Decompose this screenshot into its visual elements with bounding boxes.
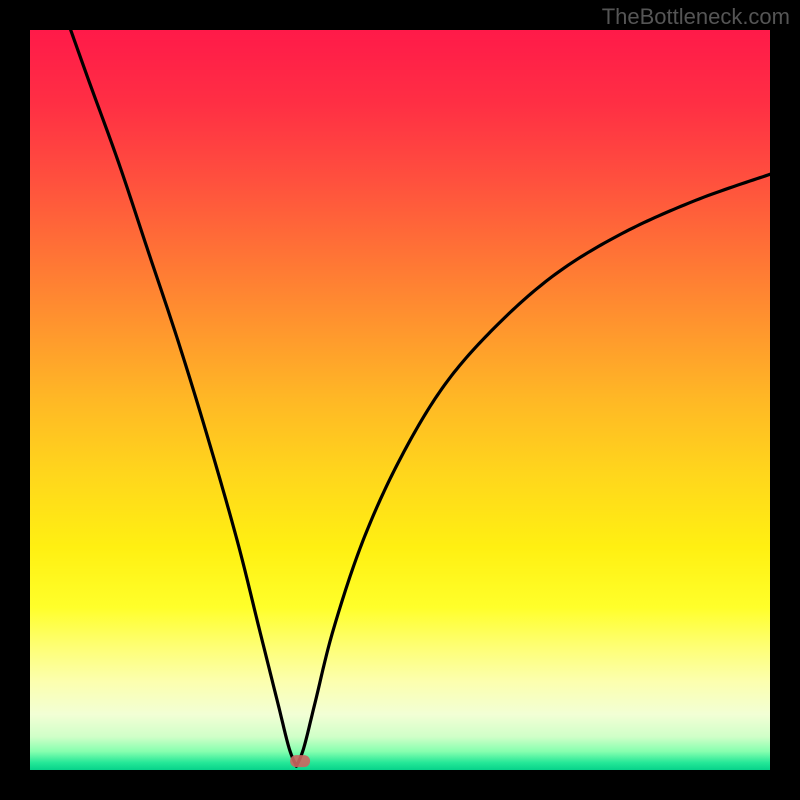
plot-background xyxy=(30,30,770,770)
optimum-marker xyxy=(290,755,310,767)
watermark-text: TheBottleneck.com xyxy=(602,4,790,30)
chart-svg xyxy=(0,0,800,800)
